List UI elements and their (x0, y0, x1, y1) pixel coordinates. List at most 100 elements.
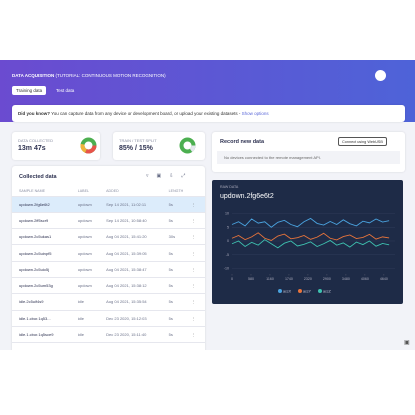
legend-swatch (298, 289, 302, 293)
x-tick-label: 1160 (266, 277, 274, 281)
tab[interactable]: Training data (12, 86, 47, 95)
row[interactable]: updown.2ff5scr9 updown Sep 14 2021, 10:58:… (12, 212, 205, 228)
corner-icon[interactable]: ▣ (404, 340, 410, 346)
x-tick-label: 4060 (361, 277, 369, 281)
cell: updown.2c5ukas1 (19, 234, 52, 240)
row[interactable]: updown.2c5uio5j updown Aug 04 2021, 15:38:… (12, 261, 205, 277)
x-tick-label: 2320 (304, 277, 312, 281)
series-line (231, 239, 390, 249)
y-tick-label: -5 (226, 253, 229, 257)
cell: wave (71, 343, 99, 350)
legend-label: accX (283, 289, 292, 293)
series-line (231, 217, 390, 228)
cell: Dec 23 2020, 15:12:03 (106, 315, 147, 321)
menu[interactable]: ⋮ (191, 217, 196, 223)
cell: 5s (168, 315, 173, 321)
cell: updown (77, 217, 92, 223)
record-panel: Record new data Connect using WebUSB No … (212, 132, 405, 172)
cell: 30s (168, 234, 176, 240)
collected-panel: Collected data ▿▣⇩⤢ SAMPLE NAME LABEL ADDE… (12, 166, 205, 350)
notice: No devices connected to the remote manag… (224, 155, 321, 160)
cell: 5s (168, 250, 173, 256)
donut (179, 137, 196, 154)
info-body: You can capture data from any device or … (51, 111, 241, 116)
info-link[interactable]: Show options (241, 111, 269, 116)
card-label: DATA COLLECTED (18, 138, 53, 143)
cell: 5s (168, 217, 173, 223)
row[interactable]: idle.1.cbor.1q5sce9 idle Dec 23 2020, 15:1… (12, 326, 205, 342)
toolbar-icons[interactable]: ▿▣⇩⤢ (146, 173, 194, 179)
cell: Sep 14 2021, 11:02:11 (106, 201, 147, 207)
cell: Aug 04 2021, 15:41:20 (106, 234, 147, 240)
menu[interactable]: ⋮ (191, 250, 196, 256)
column-header: ADDED (106, 188, 119, 193)
cell: Dec 23 2020, 15:10:22 (99, 343, 162, 350)
menu[interactable]: ⋮ (191, 343, 205, 350)
card: TRAIN / TEST SPLIT 85% / 15% (113, 132, 205, 160)
cell: idle.1.cbor.1q5sce9 (19, 332, 54, 338)
legend-label: accZ (323, 289, 332, 293)
legend-swatch (278, 289, 282, 293)
title: DATA ACQUISITION (12, 73, 55, 78)
row[interactable]: idle.2c5uif4s9 idle Aug 04 2021, 15:35:54 5… (12, 293, 205, 310)
cell: Sep 14 2021, 10:58:40 (106, 217, 147, 223)
tab[interactable]: Test data (56, 88, 75, 93)
cell: Aug 04 2021, 15:39:05 (106, 250, 147, 256)
card-value: 85% / 15% (119, 145, 153, 152)
cell: 5s (168, 266, 173, 272)
y-tick-label: 5 (227, 225, 229, 229)
menu[interactable]: ⋮ (191, 332, 196, 338)
button[interactable]: Connect using WebUSB (338, 137, 387, 146)
x-tick-label: 580 (248, 277, 254, 281)
cell: wave.9.cbor.1q5bsc8 (12, 343, 71, 350)
subtitle: (TUTORIAL: CONTINUOUS MOTION RECOGNITION… (55, 73, 166, 78)
chart-title: updown.2fg6e6t2 (220, 193, 274, 200)
table: SAMPLE NAME LABEL ADDED LENGTH updown.2fg6e6… (12, 186, 205, 350)
x-tick-label: 1740 (285, 277, 293, 281)
cell: Dec 23 2020, 15:11:40 (106, 332, 147, 338)
cell: idle.1.cbor.1q53... (19, 315, 51, 321)
cell: 5s (168, 201, 173, 207)
cell: updown (77, 266, 92, 272)
column-header: SAMPLE NAME (19, 188, 45, 193)
x-tick-label: 0 (231, 277, 233, 281)
row[interactable]: updown.2c5ukas1 updown Aug 04 2021, 15:41:… (12, 228, 205, 245)
y-tick-label: 0 (227, 239, 229, 243)
chart: RAW DATA updown.2fg6e6t2 10 5 0 -5 -10 0 580 11… (212, 180, 403, 304)
menu[interactable]: ⋮ (191, 315, 196, 321)
cell: idle (77, 315, 85, 321)
menu[interactable]: ⋮ (191, 283, 196, 289)
cell: 5s (168, 299, 173, 305)
legend-label: accY (303, 289, 312, 293)
row[interactable]: updown.2c5uinpf5 updown Aug 04 2021, 15:39… (12, 244, 205, 261)
app: DATA ACQUISITION (TUTORIAL: CONTINUOUS M… (0, 60, 415, 350)
cell: Aug 04 2021, 15:35:54 (106, 299, 147, 305)
row[interactable]: wave.9.cbor.1q5bsc8waveDec 23 2020, 15:1… (12, 342, 205, 350)
legend-swatch (318, 289, 322, 293)
row[interactable]: idle.1.cbor.1q53... idle Dec 23 2020, 15:1… (12, 310, 205, 326)
cell: updown.2c5uio5j (19, 266, 50, 272)
column-header: LABEL (77, 188, 89, 193)
cell: idle (77, 299, 85, 305)
cell: idle.2c5uif4s9 (19, 299, 44, 305)
header-row: SAMPLE NAME LABEL ADDED LENGTH (12, 186, 205, 196)
cell: updown (77, 201, 92, 207)
cell: 5s (168, 332, 173, 338)
x-tick-label: 3480 (342, 277, 350, 281)
menu[interactable]: ⋮ (191, 234, 196, 240)
cell: updown (77, 250, 92, 256)
row[interactable]: updown.2c5um53g updown Aug 04 2021, 15:38:… (12, 277, 205, 293)
avatar[interactable] (375, 70, 386, 81)
menu[interactable]: ⋮ (191, 266, 196, 272)
donut (80, 137, 97, 154)
cell: Aug 04 2021, 15:38:12 (106, 283, 147, 289)
cell (191, 186, 205, 196)
menu[interactable]: ⋮ (191, 299, 196, 305)
menu[interactable]: ⋮ (191, 201, 196, 207)
card-label: TRAIN / TEST SPLIT (119, 138, 157, 143)
cell: updown (77, 234, 92, 240)
chart-bg (212, 180, 403, 304)
cell: idle (77, 332, 85, 338)
row[interactable]: updown.2fg6e6t2 updown Sep 14 2021, 11:02:… (12, 196, 205, 213)
